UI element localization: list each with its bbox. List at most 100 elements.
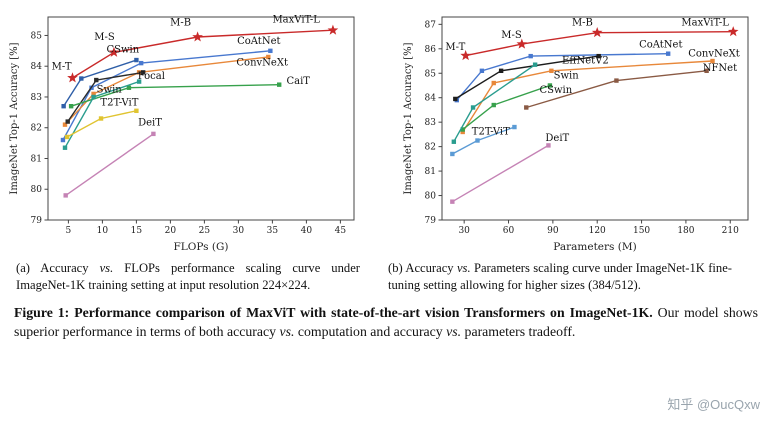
caption-part: FLOPs performance scaling curve under Im…: [16, 261, 360, 292]
caption-part: computation and accuracy: [294, 324, 447, 340]
series-Focal: Focal: [65, 70, 165, 124]
x-tick-label: 180: [677, 226, 694, 236]
plot-frame: [47, 16, 355, 221]
square-marker-icon: [68, 103, 74, 109]
star-marker-icon: [516, 38, 528, 49]
y-tick-label: 87: [425, 20, 437, 30]
series-line: [65, 133, 154, 196]
square-marker-icon: [62, 122, 68, 127]
series-T2T-ViT: T2T-ViT: [450, 124, 517, 157]
y-tick-label: 84: [425, 94, 437, 104]
x-tick-label: 30: [458, 226, 470, 236]
y-tick-label: 86: [425, 45, 437, 55]
star-marker-icon: [192, 31, 203, 42]
square-marker-icon: [528, 53, 533, 59]
series-annotation: Swin: [97, 84, 123, 95]
square-marker-icon: [491, 102, 496, 108]
series-Swin: Swin: [460, 71, 579, 132]
series-NFNet: NFNet: [524, 63, 737, 110]
x-tick-label: 40: [301, 226, 313, 236]
star-marker-icon: [727, 26, 739, 37]
square-marker-icon: [532, 62, 538, 67]
square-marker-icon: [64, 134, 70, 140]
y-tick-label: 85: [425, 69, 437, 79]
x-tick-label: 60: [503, 226, 515, 236]
square-marker-icon: [136, 79, 142, 84]
y-tick-label: 85: [31, 31, 43, 41]
plot: 30 60 90 120 150 180 210 Parameters (M) 79 80 81 82…: [403, 16, 749, 253]
caption-b: (b) Accuracy vs. Parameters scaling curv…: [388, 260, 732, 293]
series-annotation: EffNetV2: [562, 55, 609, 66]
y-axis: 79 80 81 82 83 84 85 86 87 ImageNet Top-1 Accurac…: [403, 20, 442, 226]
square-marker-icon: [460, 127, 465, 132]
series-annotation: DeiT: [545, 133, 569, 144]
square-marker-icon: [63, 193, 68, 198]
series-CaiT: CaiT: [68, 76, 310, 109]
charts-row: 5 10 15 20 25 30 35 40 45 FLOPs (G) 79 80 81 82 83 84 85…: [9, 15, 749, 253]
y-tick-label: 82: [31, 124, 42, 134]
square-marker-icon: [98, 116, 104, 121]
square-marker-icon: [94, 77, 99, 83]
square-marker-icon: [546, 143, 551, 148]
square-marker-icon: [126, 85, 132, 90]
square-marker-icon: [134, 57, 139, 63]
x-axis: 5 10 15 20 25 30 35 40 45 FLOPs (G): [66, 220, 347, 253]
series-CSwin: CSwin: [61, 44, 140, 109]
y-axis: 79 80 81 82 83 84 85 ImageNet Top-1 Accuracy [%…: [9, 31, 48, 226]
series-annotation: M-B: [170, 18, 191, 29]
square-marker-icon: [710, 58, 715, 64]
series-annotation: M-B: [572, 18, 593, 29]
series-DeiT: DeiT: [63, 117, 162, 198]
series-annotation: Focal: [138, 71, 165, 82]
y-tick-label: 81: [31, 154, 42, 164]
square-marker-icon: [547, 83, 553, 88]
x-tick-label: 45: [335, 226, 347, 236]
caption-part: vs.: [446, 324, 462, 340]
square-marker-icon: [65, 119, 70, 124]
series-annotation: T2T-ViT: [100, 98, 138, 109]
y-tick-label: 83: [425, 118, 437, 128]
series-annotation: ConvNeXt: [236, 58, 288, 69]
series-ConvNeXt: ConvNeXt: [460, 49, 740, 135]
x-tick-label: 20: [165, 226, 177, 236]
watermark: 知乎 @OucQxw: [665, 394, 762, 413]
series-DeiT: DeiT: [450, 133, 570, 204]
square-marker-icon: [704, 68, 709, 74]
series-EffNetV2: EffNetV2: [453, 53, 609, 102]
subcaptions-row: (a) Accuracy vs. FLOPs performance scali…: [0, 256, 772, 293]
series-annotation: M-S: [501, 30, 522, 41]
square-marker-icon: [665, 51, 671, 56]
caption-part: (a) Accuracy: [16, 261, 100, 275]
y-tick-label: 83: [31, 93, 43, 103]
square-marker-icon: [60, 137, 66, 143]
y-tick-label: 79: [425, 216, 437, 226]
series-MaxViT: M-T M-S M-B MaxViT-L: [52, 15, 339, 83]
x-tick-label: 10: [97, 226, 109, 236]
square-marker-icon: [491, 80, 496, 86]
star-marker-icon: [67, 72, 78, 83]
square-marker-icon: [498, 68, 504, 74]
series-annotation: CSwin: [539, 85, 572, 96]
x-axis-label: FLOPs (G): [174, 241, 229, 253]
caption-part: vs.: [99, 261, 114, 275]
series-annotation: CoAtNet: [639, 40, 682, 51]
caption-part: vs.: [456, 261, 471, 275]
caption-part: Performance comparison of MaxViT with st…: [74, 305, 653, 321]
series-CSwin: CSwin: [451, 62, 573, 144]
square-marker-icon: [91, 91, 96, 97]
caption-part: Figure 1:: [14, 305, 75, 321]
series-line: [451, 144, 549, 203]
series-annotation: ConvNeXt: [688, 49, 740, 60]
caption-part: (b) Accuracy: [388, 261, 457, 275]
series-annotation: MaxViT-L: [681, 18, 729, 29]
square-marker-icon: [614, 78, 619, 83]
square-marker-icon: [450, 199, 455, 204]
series-annotation: MaxViT-L: [272, 15, 320, 26]
series-annotation: M-T: [445, 42, 465, 53]
caption-a: (a) Accuracy vs. FLOPs performance scali…: [16, 260, 360, 293]
square-marker-icon: [596, 53, 601, 59]
star-marker-icon: [460, 50, 471, 61]
square-marker-icon: [460, 129, 465, 135]
caption-part: vs.: [279, 324, 295, 340]
series-annotation: CSwin: [106, 44, 139, 55]
